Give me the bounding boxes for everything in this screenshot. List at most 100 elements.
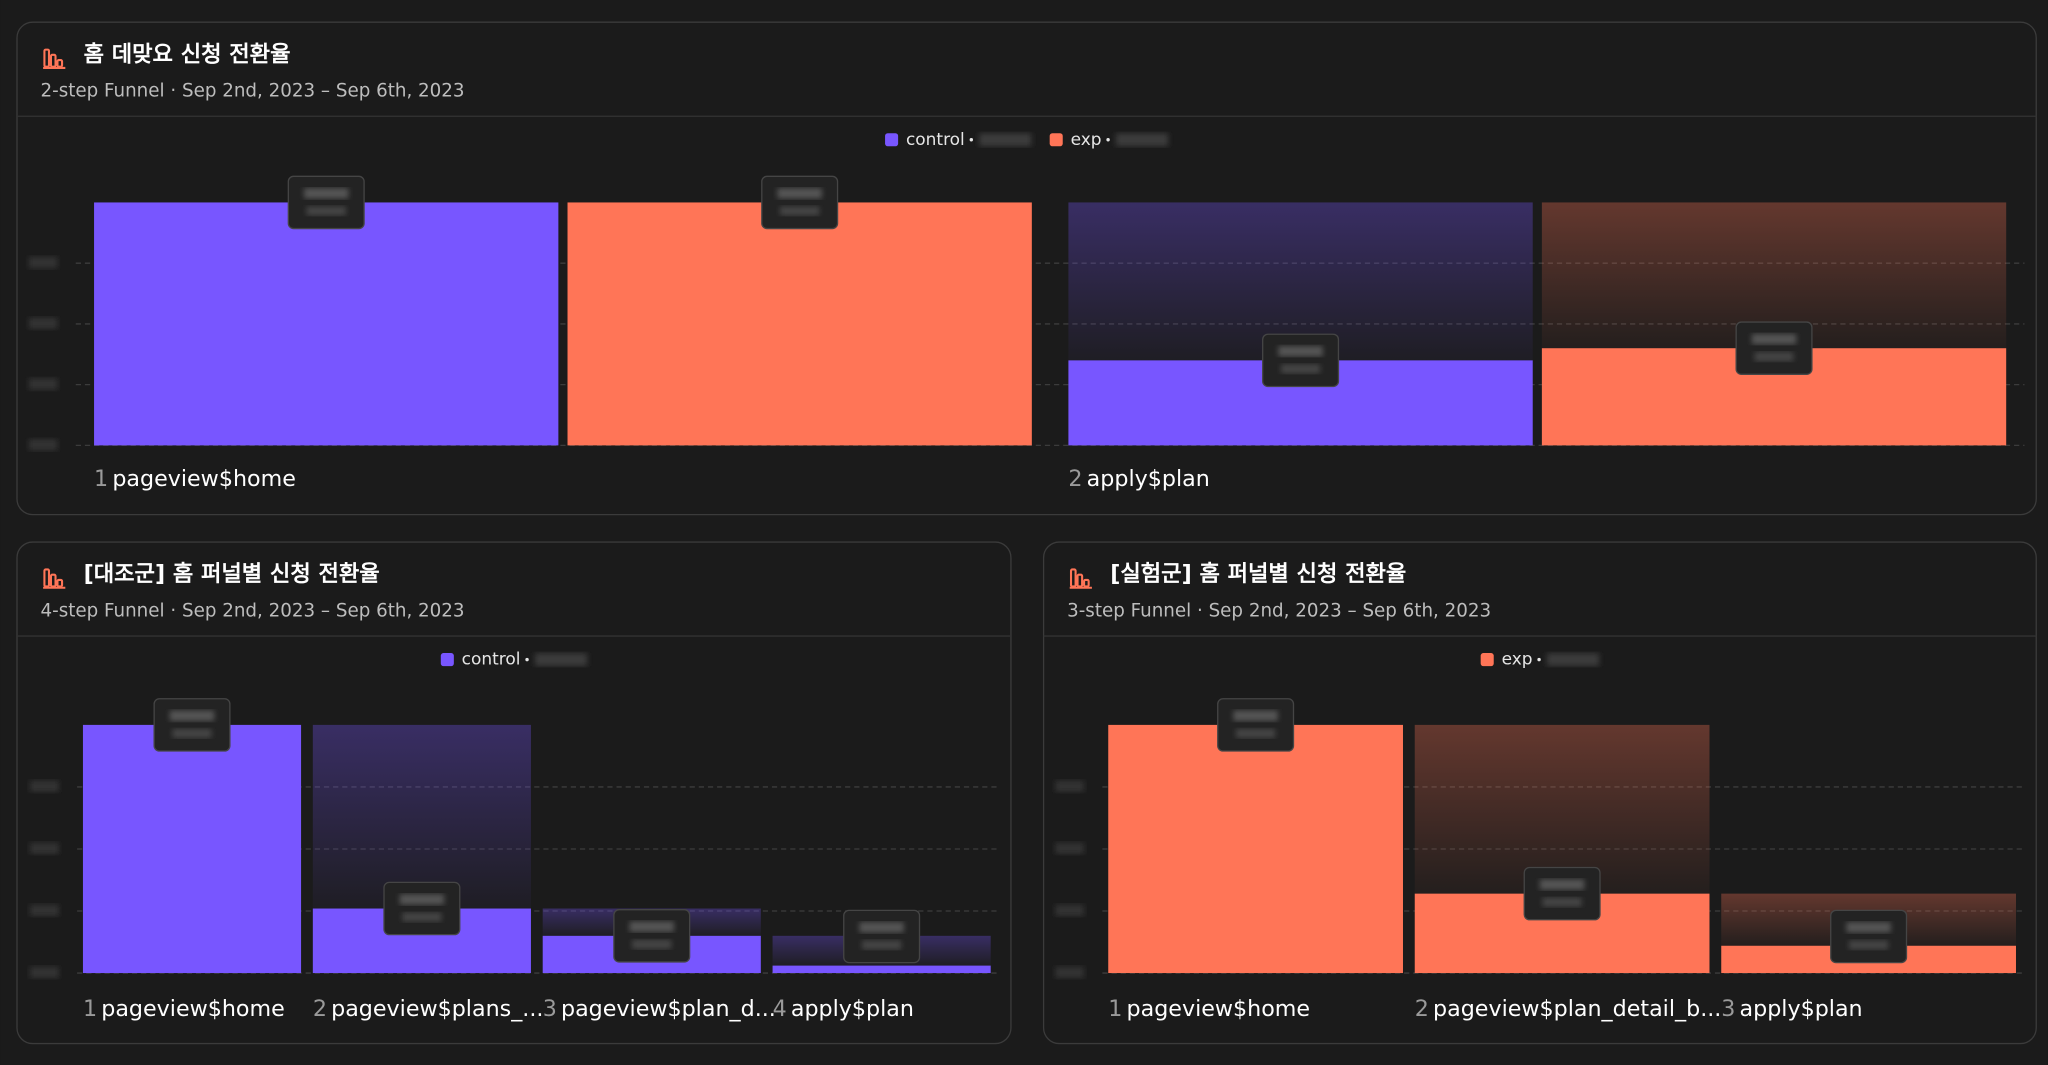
value-blurred — [777, 188, 822, 199]
step-name: pageview$plans_... — [331, 996, 543, 1022]
legend-value-blurred — [1546, 653, 1600, 667]
y-tick-label-blurred — [28, 378, 58, 390]
legend-swatch — [885, 133, 899, 147]
step-number: 1 — [1108, 996, 1122, 1022]
value-tooltip — [1262, 333, 1340, 388]
panel-subtitle: 3-step Funnel · Sep 2nd, 2023 – Sep 6th,… — [1067, 600, 1491, 621]
chart-icon — [1083, 578, 1090, 588]
y-tick-label-blurred — [30, 842, 59, 855]
step-number: 4 — [773, 996, 787, 1022]
dropoff-bar — [1414, 724, 1710, 894]
legend-swatch — [1049, 133, 1063, 147]
value-blurred — [632, 939, 672, 949]
chart-icon — [49, 573, 57, 588]
step-name: pageview$home — [101, 996, 285, 1022]
value-tooltip — [287, 175, 365, 230]
value-blurred — [629, 921, 674, 932]
legend-label: exp — [1502, 650, 1533, 670]
value-blurred — [169, 710, 215, 721]
step-number: 2 — [1415, 996, 1429, 1022]
legend-value-blurred — [979, 133, 1032, 147]
bar — [94, 202, 559, 446]
chart-icon — [1069, 568, 1077, 588]
legend-separator — [1106, 138, 1110, 142]
y-tick-label-blurred — [30, 904, 59, 917]
step-number: 1 — [94, 466, 108, 492]
step-name: pageview$home — [1127, 996, 1311, 1022]
y-tick-label-blurred — [28, 438, 58, 451]
legend-label: exp — [1071, 130, 1102, 150]
panel-subtitle: 2-step Funnel · Sep 2nd, 2023 – Sep 6th,… — [41, 80, 465, 101]
legend: control exp — [885, 130, 1169, 150]
value-blurred — [1280, 364, 1321, 374]
y-tick-label-blurred — [28, 256, 58, 269]
step-name: pageview$home — [112, 466, 296, 492]
dropoff-bar — [312, 724, 531, 909]
value-tooltip — [1735, 321, 1813, 375]
value-tooltip — [1830, 909, 1908, 964]
value-blurred — [1233, 710, 1278, 721]
y-tick-label-blurred — [1055, 780, 1085, 793]
value-blurred — [172, 728, 212, 738]
chart-icon — [43, 48, 51, 68]
chart-icon — [49, 53, 57, 68]
value-blurred — [402, 912, 442, 922]
step-name: pageview$plan_d... — [561, 996, 776, 1022]
step-number: 2 — [313, 996, 327, 1022]
y-tick-label-blurred — [30, 780, 59, 793]
step-number: 3 — [543, 996, 557, 1022]
bar — [1108, 724, 1403, 974]
value-blurred — [306, 206, 346, 216]
value-blurred — [1542, 897, 1582, 907]
legend-separator — [1537, 657, 1541, 662]
y-tick-label-blurred — [30, 966, 59, 979]
y-tick-label-blurred — [1055, 966, 1085, 979]
legend-label: control — [462, 650, 521, 670]
value-tooltip — [843, 909, 921, 964]
legend-swatch — [440, 653, 454, 667]
bar — [567, 202, 1032, 446]
panel-subtitle: 4-step Funnel · Sep 2nd, 2023 – Sep 6th,… — [41, 600, 465, 621]
value-blurred — [304, 188, 349, 199]
value-blurred — [1539, 879, 1585, 890]
value-blurred — [1278, 345, 1323, 357]
value-blurred — [1236, 728, 1276, 738]
step-number: 2 — [1068, 466, 1082, 492]
bar — [82, 724, 302, 974]
legend-value-blurred — [534, 653, 588, 667]
step-name: apply$plan — [1740, 996, 1863, 1022]
step-number: 3 — [1721, 996, 1735, 1022]
value-tooltip — [153, 698, 231, 752]
value-blurred — [1754, 352, 1794, 362]
value-blurred — [862, 940, 902, 950]
step-name: apply$plan — [791, 996, 914, 1022]
chart-icon — [43, 568, 51, 588]
value-tooltip — [761, 175, 839, 230]
value-tooltip — [1217, 698, 1295, 752]
chart-icon — [56, 578, 64, 588]
legend: exp — [1480, 650, 1600, 670]
legend-swatch — [1480, 653, 1494, 667]
value-tooltip — [383, 881, 461, 936]
panel-title: [대조군] 홈 퍼널별 신청 전환율 — [84, 561, 380, 587]
value-blurred — [1849, 940, 1889, 950]
step-name: pageview$plan_detail_b... — [1433, 996, 1721, 1022]
bar — [772, 965, 991, 974]
value-blurred — [1751, 333, 1797, 345]
step-number: 1 — [83, 996, 97, 1022]
value-blurred — [399, 894, 445, 905]
value-blurred — [780, 206, 820, 216]
value-tooltip — [613, 909, 691, 963]
value-blurred — [1846, 922, 1891, 933]
panel-title: 홈 데맞요 신청 전환율 — [84, 41, 291, 67]
legend-separator — [525, 657, 529, 662]
y-tick-label-blurred — [1055, 842, 1085, 855]
value-tooltip — [1523, 866, 1601, 921]
chart-icon — [1076, 573, 1084, 588]
legend: control — [440, 650, 588, 670]
y-tick-label-blurred — [28, 317, 58, 330]
chart-icon — [56, 59, 64, 68]
legend-value-blurred — [1115, 133, 1169, 147]
panel-title: [실험군] 홈 퍼널별 신청 전환율 — [1110, 561, 1406, 587]
